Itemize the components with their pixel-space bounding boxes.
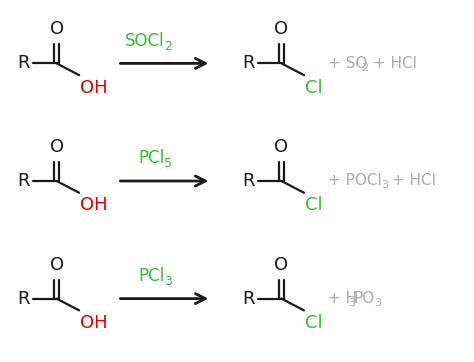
Text: 5: 5 [164, 157, 173, 170]
Text: + POCl: + POCl [328, 173, 382, 189]
Text: + HCl: + HCl [387, 173, 436, 189]
Text: O: O [274, 20, 289, 38]
Text: R: R [242, 172, 255, 190]
Text: O: O [274, 256, 289, 274]
Text: PCl: PCl [138, 267, 164, 285]
Text: 3: 3 [348, 298, 356, 308]
Text: OH: OH [80, 196, 108, 214]
Text: 2: 2 [164, 40, 172, 53]
Text: R: R [18, 290, 30, 308]
Text: O: O [50, 20, 64, 38]
Text: OH: OH [80, 79, 108, 97]
Text: PCl: PCl [138, 150, 164, 168]
Text: Cl: Cl [305, 314, 322, 332]
Text: 3: 3 [164, 275, 172, 288]
Text: R: R [242, 54, 255, 72]
Text: 3: 3 [374, 298, 381, 308]
Text: O: O [50, 256, 64, 274]
Text: OH: OH [80, 314, 108, 332]
Text: R: R [18, 172, 30, 190]
Text: + H: + H [328, 291, 357, 306]
Text: O: O [50, 138, 64, 156]
Text: 3: 3 [381, 180, 388, 190]
Text: R: R [18, 54, 30, 72]
Text: + HCl: + HCl [368, 56, 417, 71]
Text: O: O [274, 138, 289, 156]
Text: + SO: + SO [328, 56, 368, 71]
Text: Cl: Cl [305, 196, 322, 214]
Text: Cl: Cl [305, 79, 322, 97]
Text: PO: PO [353, 291, 374, 306]
Text: R: R [242, 290, 255, 308]
Text: 2: 2 [362, 63, 369, 73]
Text: SOCl: SOCl [125, 32, 164, 50]
